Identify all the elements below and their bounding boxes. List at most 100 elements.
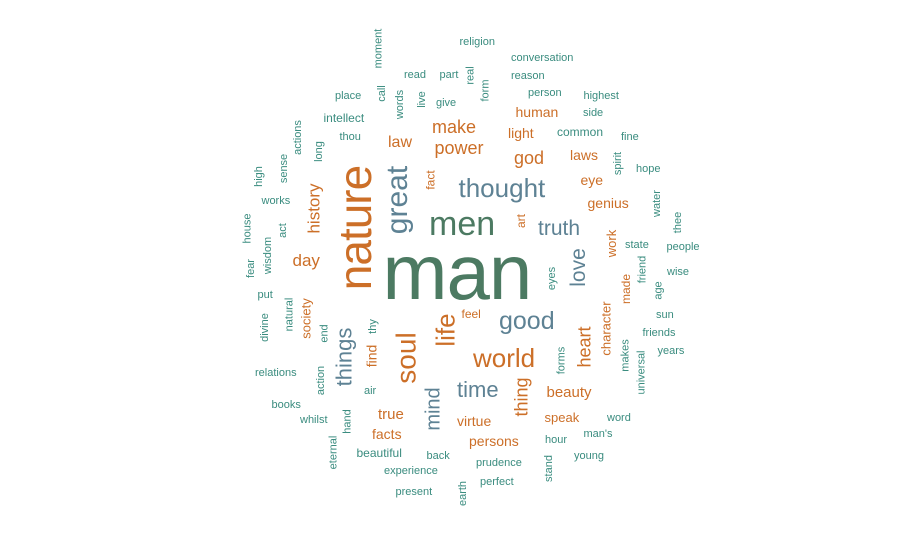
word-hour: hour bbox=[545, 433, 568, 446]
word-whilst: whilst bbox=[300, 413, 328, 426]
word-art: art bbox=[514, 213, 529, 229]
word-society: society bbox=[298, 297, 314, 339]
word-works: works bbox=[261, 194, 291, 207]
word-thought: thought bbox=[458, 173, 546, 203]
word-sense: sense bbox=[277, 153, 290, 183]
word-hope: hope bbox=[636, 162, 661, 175]
word-young: young bbox=[574, 449, 604, 462]
word-state: state bbox=[625, 238, 649, 251]
word-common: common bbox=[557, 125, 604, 139]
word-life: life bbox=[430, 313, 461, 347]
word-persons: persons bbox=[469, 433, 519, 449]
word-true: true bbox=[378, 405, 404, 423]
word-day: day bbox=[292, 250, 320, 270]
word-beauty: beauty bbox=[546, 383, 592, 401]
word-place: place bbox=[335, 89, 362, 102]
word-friend: friend bbox=[636, 255, 649, 283]
word-man: man bbox=[382, 228, 533, 316]
word-things: things bbox=[330, 327, 356, 387]
word-conversation: conversation bbox=[511, 51, 574, 64]
word-light: light bbox=[508, 125, 534, 141]
word-eye: eye bbox=[580, 172, 604, 188]
word-thing: thing bbox=[511, 377, 532, 417]
word-highest: highest bbox=[583, 89, 619, 102]
word-high: high bbox=[252, 165, 265, 187]
word-mind: mind bbox=[422, 387, 445, 431]
word-call: call bbox=[375, 84, 388, 102]
word-word: word bbox=[607, 411, 631, 424]
word-universal: universal bbox=[635, 349, 648, 395]
word-put: put bbox=[257, 288, 273, 301]
word-experience: experience bbox=[384, 464, 438, 477]
word-fact: fact bbox=[423, 170, 438, 190]
word-god: god bbox=[514, 148, 545, 168]
word-side: side bbox=[583, 106, 604, 119]
word-man-s: man's bbox=[583, 427, 613, 440]
word-earth: earth bbox=[456, 480, 469, 506]
word-actions: actions bbox=[291, 119, 304, 155]
word-intellect: intellect bbox=[323, 111, 365, 125]
word-genius: genius bbox=[587, 195, 629, 211]
word-great: great bbox=[381, 165, 415, 235]
word-makes: makes bbox=[619, 338, 632, 372]
word-person: person bbox=[528, 86, 562, 99]
word-form: form bbox=[479, 79, 492, 101]
word-wise: wise bbox=[667, 265, 690, 278]
word-eternal: eternal bbox=[327, 435, 340, 469]
word-laws: laws bbox=[570, 147, 599, 163]
word-stand: stand bbox=[542, 454, 555, 482]
word-wisdom: wisdom bbox=[261, 236, 274, 274]
word-hand: hand bbox=[341, 408, 354, 434]
word-truth: truth bbox=[538, 216, 581, 240]
word-power: power bbox=[434, 138, 484, 158]
word-thy: thy bbox=[366, 318, 379, 334]
word-back: back bbox=[426, 449, 450, 462]
word-house: house bbox=[241, 213, 254, 243]
word-love: love bbox=[566, 247, 590, 287]
word-action: action bbox=[314, 365, 327, 395]
word-human: human bbox=[515, 104, 559, 120]
word-read: read bbox=[404, 68, 427, 81]
word-years: years bbox=[657, 344, 685, 357]
word-law: law bbox=[388, 134, 413, 151]
word-beautiful: beautiful bbox=[356, 446, 402, 460]
word-age: age bbox=[652, 280, 665, 300]
word-find: find bbox=[362, 344, 379, 368]
word-relations: relations bbox=[255, 366, 297, 379]
word-heart: heart bbox=[574, 326, 595, 368]
word-give: give bbox=[436, 96, 457, 109]
word-made: made bbox=[619, 273, 634, 305]
word-long: long bbox=[312, 140, 325, 162]
word-thou: thou bbox=[339, 130, 361, 143]
word-real: real bbox=[464, 65, 477, 85]
word-words: words bbox=[393, 89, 406, 119]
word-character: character bbox=[598, 300, 614, 356]
word-friends: friends bbox=[642, 326, 676, 339]
word-speak: speak bbox=[544, 409, 580, 425]
word-end: end bbox=[318, 323, 331, 343]
word-moment: moment bbox=[372, 28, 385, 68]
word-present: present bbox=[395, 485, 433, 498]
word-facts: facts bbox=[372, 426, 402, 442]
word-prudence: prudence bbox=[476, 456, 522, 469]
word-water: water bbox=[650, 189, 663, 217]
word-air: air bbox=[364, 384, 377, 397]
word-act: act bbox=[276, 222, 289, 238]
word-perfect: perfect bbox=[480, 475, 514, 488]
word-world: world bbox=[473, 343, 536, 373]
word-work: work bbox=[603, 229, 619, 257]
word-time: time bbox=[457, 377, 499, 402]
word-eyes: eyes bbox=[545, 266, 558, 290]
word-spirit: spirit bbox=[611, 151, 624, 175]
word-reason: reason bbox=[511, 69, 545, 82]
word-virtue: virtue bbox=[457, 413, 492, 429]
word-books: books bbox=[271, 398, 301, 411]
word-religion: religion bbox=[459, 35, 495, 48]
word-live: live bbox=[415, 90, 428, 108]
word-fear: fear bbox=[244, 258, 257, 278]
word-divine: divine bbox=[258, 312, 271, 342]
word-sun: sun bbox=[656, 308, 674, 321]
word-nature: nature bbox=[329, 165, 382, 291]
word-part: part bbox=[439, 68, 459, 81]
